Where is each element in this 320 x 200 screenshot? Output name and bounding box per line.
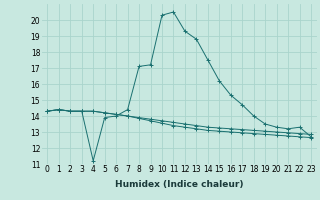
X-axis label: Humidex (Indice chaleur): Humidex (Indice chaleur) xyxy=(115,180,244,189)
